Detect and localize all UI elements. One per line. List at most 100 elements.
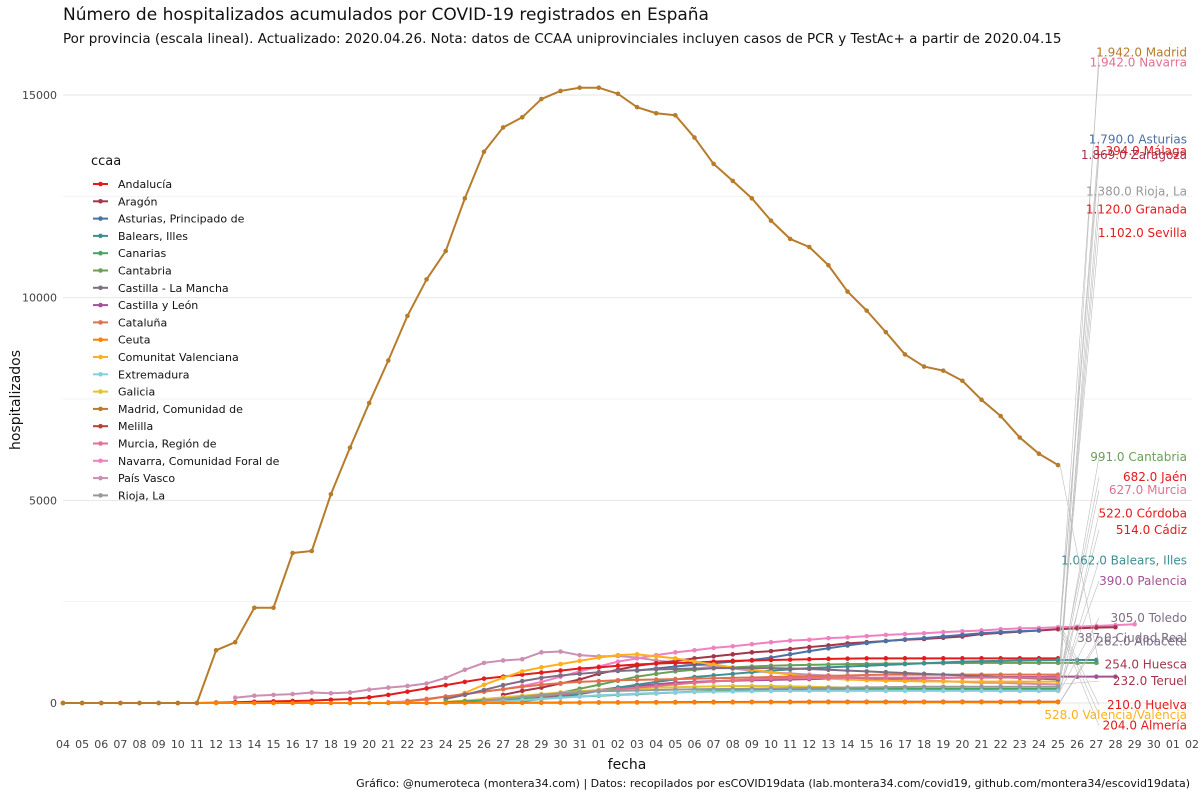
data-point — [1017, 684, 1023, 690]
data-point — [673, 676, 678, 682]
legend-item: Cataluña — [93, 316, 167, 329]
end-label: 514.0 Cádiz — [1116, 523, 1187, 537]
x-tick-label: 07 — [707, 738, 721, 751]
data-point — [845, 656, 850, 661]
legend-item: Castilla - La Mancha — [93, 282, 229, 295]
data-point — [443, 700, 449, 706]
data-point — [539, 665, 544, 670]
legend-label: País Vasco — [118, 472, 175, 485]
series-extremadura — [481, 688, 1061, 705]
data-point — [864, 663, 869, 669]
x-tick-label: 26 — [1070, 738, 1084, 751]
data-point — [519, 114, 525, 120]
x-tick-label: 20 — [362, 738, 376, 751]
data-point — [194, 700, 200, 706]
data-point — [960, 656, 965, 661]
legend-label: Castilla y León — [118, 299, 198, 312]
data-point — [366, 400, 372, 406]
data-point — [615, 659, 621, 664]
data-point — [577, 689, 582, 695]
data-point — [519, 656, 525, 662]
data-point — [290, 700, 295, 706]
data-point — [634, 691, 640, 696]
x-tick-label: 21 — [381, 738, 395, 751]
x-tick-label: 05 — [75, 738, 89, 751]
x-tick-label: 28 — [515, 738, 529, 751]
data-point — [806, 662, 812, 668]
legend-label: Melilla — [118, 420, 153, 433]
end-label: 387.0 Ciudad Real — [1077, 631, 1187, 645]
data-point — [1017, 699, 1023, 705]
data-point — [826, 635, 831, 641]
legend-item: Melilla — [93, 420, 153, 433]
data-point — [806, 244, 812, 250]
data-point — [1036, 684, 1042, 690]
x-axis-ticks: 04 05 06 07 08 09 10 11 12 13 14 15 16 17 18 19 20 21 22 23… — [56, 738, 1199, 751]
data-point — [692, 659, 697, 664]
data-point — [979, 675, 984, 680]
data-point — [921, 684, 927, 690]
data-point — [806, 644, 812, 650]
data-point — [1017, 688, 1023, 694]
data-point — [1094, 625, 1099, 630]
data-point — [921, 699, 927, 705]
data-point — [653, 110, 659, 116]
data-point — [443, 248, 449, 254]
data-point — [692, 648, 697, 653]
end-label: 305.0 Toledo — [1111, 611, 1187, 625]
x-tick-label: 17 — [305, 738, 319, 751]
legend-label: Castilla - La Mancha — [118, 282, 229, 295]
end-label: 1.062.0 Balears, Illes — [1061, 553, 1187, 567]
data-point — [558, 700, 563, 706]
data-point — [960, 628, 965, 634]
data-point — [749, 700, 755, 705]
x-tick-label: 14 — [841, 738, 855, 751]
data-point — [826, 262, 831, 268]
data-point — [960, 378, 965, 384]
label-leader-line — [1059, 150, 1100, 631]
data-point — [1017, 675, 1023, 680]
data-point — [730, 658, 736, 664]
label-leader-line — [1059, 529, 1100, 678]
data-point — [443, 682, 449, 688]
data-point — [883, 656, 889, 661]
data-point — [806, 666, 812, 672]
data-point — [883, 669, 889, 675]
data-point — [653, 677, 659, 682]
data-point — [1132, 621, 1137, 627]
data-point — [271, 605, 276, 611]
x-tick-label: 08 — [133, 738, 147, 751]
x-tick-label: 23 — [1013, 738, 1027, 751]
data-point — [998, 658, 1003, 664]
label-leader-line — [1059, 191, 1100, 659]
data-point — [328, 700, 334, 706]
data-point — [845, 688, 850, 694]
data-point — [347, 700, 353, 706]
data-point — [960, 688, 965, 694]
legend-swatch-point — [98, 493, 103, 498]
data-point — [539, 650, 544, 655]
end-label: 390.0 Palencia — [1099, 574, 1187, 588]
data-point — [615, 668, 621, 674]
legend-swatch-point — [98, 458, 103, 464]
data-point — [768, 639, 774, 645]
data-point — [749, 650, 755, 655]
x-tick-label: 16 — [879, 738, 893, 751]
x-tick-label: 06 — [687, 738, 701, 751]
legend-label: Balears, Illes — [118, 230, 188, 243]
legend-item: Galicia — [93, 386, 155, 399]
data-point — [749, 688, 755, 694]
data-point — [424, 277, 429, 282]
data-point — [558, 668, 563, 673]
legend-swatch-point — [98, 441, 103, 446]
data-point — [692, 676, 697, 681]
data-point — [768, 676, 774, 681]
data-point — [653, 700, 659, 705]
series-line — [235, 650, 1059, 699]
data-point — [366, 695, 372, 700]
label-leader-line — [1059, 490, 1100, 680]
data-point — [711, 662, 716, 667]
x-tick-label: 27 — [1089, 738, 1103, 751]
data-point — [864, 669, 869, 674]
data-point — [405, 313, 410, 319]
